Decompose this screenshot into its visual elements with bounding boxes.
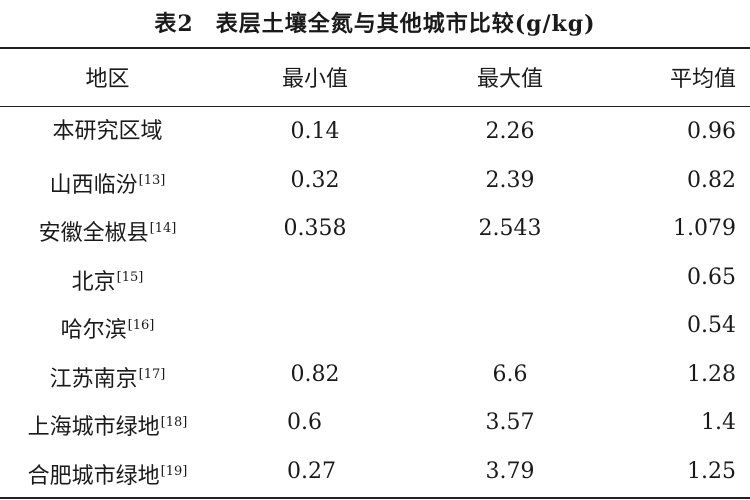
cell-max: 6.6 [492, 361, 528, 387]
cell-avg: 0.82 [687, 167, 736, 193]
bottom-rule [0, 497, 750, 499]
cell-max: 3.57 [485, 410, 535, 435]
cell-max [415, 255, 605, 301]
citation-ref: [18] [160, 415, 188, 430]
cell-max: 2.543 [478, 216, 542, 241]
region-name: 合肥城市绿地 [27, 463, 160, 489]
table-title: 表层土壤全氮与其他城市比较(g/kg) [215, 11, 596, 37]
citation-ref: [15] [116, 269, 144, 285]
cell-avg: 0.96 [687, 119, 736, 144]
header-region: 地区 [85, 67, 130, 92]
cell-min: 0.32 [290, 167, 340, 193]
table-row: 本研究区域 0.14 2.26 0.96 [0, 109, 750, 155]
region-name: 山西临汾 [49, 172, 138, 198]
table-number: 表2 [154, 11, 194, 37]
cell-avg: 0.54 [687, 313, 736, 338]
cell-max: 2.39 [485, 167, 535, 193]
cell-region: 安徽全椒县[14] [0, 206, 215, 252]
cell-min: 0.6 [287, 410, 322, 435]
cell-min [215, 303, 415, 349]
citation-ref: [17] [138, 366, 166, 382]
region-name: 安徽全椒县 [38, 221, 149, 246]
region-name: 本研究区域 [52, 119, 163, 144]
table-row: 江苏南京[17] 0.82 6.6 1.28 [0, 352, 750, 398]
cell-min: 0.82 [290, 361, 340, 387]
table-row: 山西临汾[13] 0.32 2.39 0.82 [0, 158, 750, 204]
cell-min [215, 255, 415, 301]
cell-avg: 1.28 [687, 361, 736, 387]
header-min: 最小值 [281, 67, 348, 92]
table-row: 安徽全椒县[14] 0.358 2.543 1.079 [0, 206, 750, 252]
header-avg: 平均值 [669, 67, 736, 92]
cell-avg: 1.25 [687, 458, 736, 484]
cell-region: 江苏南京[17] [0, 352, 215, 398]
cell-region: 本研究区域 [0, 109, 215, 155]
cell-max [415, 303, 605, 349]
cell-region: 山西临汾[13] [0, 158, 215, 204]
table-row: 哈尔滨[16] 0.54 [0, 303, 750, 349]
header-rule [0, 106, 750, 107]
cell-region: 合肥城市绿地[19] [0, 449, 215, 495]
region-name: 北京 [71, 269, 116, 295]
citation-ref: [13] [138, 172, 166, 188]
table-row: 北京[15] 0.65 [0, 255, 750, 301]
region-name: 江苏南京 [49, 366, 138, 392]
citation-ref: [14] [149, 221, 177, 236]
header-max: 最大值 [476, 67, 543, 92]
table-row: 合肥城市绿地[19] 0.27 3.79 1.25 [0, 449, 750, 495]
cell-avg: 1.079 [673, 216, 736, 241]
table-row: 上海城市绿地[18] 0.6 3.57 1.4 [0, 400, 750, 446]
citation-ref: [19] [160, 463, 188, 479]
cell-min: 0.358 [283, 216, 347, 241]
cell-max: 3.79 [485, 458, 535, 484]
top-rule [0, 47, 750, 49]
table-caption: 表2 表层土壤全氮与其他城市比较(g/kg) [0, 6, 750, 38]
table-header-row: 地区 最小值 最大值 平均值 [0, 57, 750, 103]
region-name: 哈尔滨 [60, 318, 127, 343]
cell-min: 0.14 [290, 119, 340, 144]
cell-max: 2.26 [485, 119, 535, 144]
cell-region: 北京[15] [0, 255, 215, 301]
region-name: 上海城市绿地 [27, 415, 160, 440]
cell-avg: 0.65 [687, 264, 736, 290]
cell-avg: 1.4 [701, 410, 736, 435]
citation-ref: [16] [127, 318, 155, 333]
cell-region: 上海城市绿地[18] [0, 400, 215, 446]
cell-region: 哈尔滨[16] [0, 303, 215, 349]
cell-min: 0.27 [287, 458, 336, 484]
